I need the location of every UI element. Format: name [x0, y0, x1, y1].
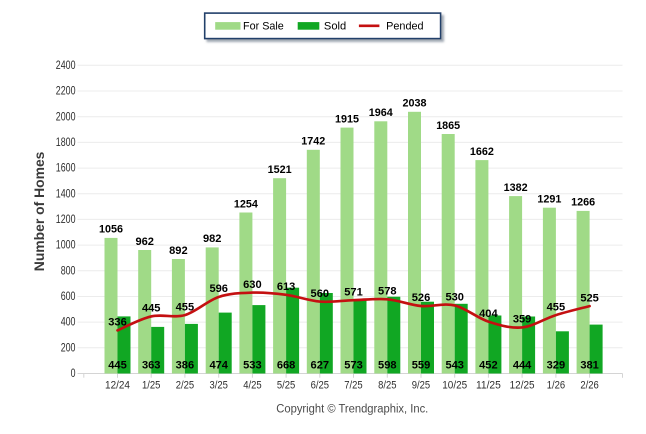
svg-text:543: 543 [445, 359, 464, 371]
svg-text:573: 573 [344, 359, 363, 371]
svg-text:1254: 1254 [234, 198, 259, 210]
svg-text:404: 404 [479, 308, 498, 320]
svg-text:1600: 1600 [56, 162, 76, 175]
svg-text:10/25: 10/25 [442, 380, 467, 392]
svg-text:445: 445 [142, 303, 161, 315]
svg-text:1662: 1662 [470, 146, 494, 158]
svg-text:1521: 1521 [268, 164, 292, 176]
svg-text:For Sale: For Sale [243, 21, 284, 33]
svg-text:474: 474 [209, 359, 228, 371]
svg-text:2400: 2400 [56, 59, 76, 72]
svg-text:578: 578 [378, 286, 397, 298]
svg-text:11/25: 11/25 [476, 380, 501, 392]
svg-text:444: 444 [513, 359, 532, 371]
svg-text:386: 386 [176, 359, 195, 371]
svg-text:630: 630 [243, 279, 262, 291]
svg-text:8/25: 8/25 [378, 380, 396, 392]
svg-text:Number of Homes: Number of Homes [32, 152, 47, 272]
svg-text:5/25: 5/25 [277, 380, 295, 392]
svg-text:571: 571 [344, 286, 363, 298]
svg-text:1800: 1800 [56, 136, 76, 149]
svg-text:Pended: Pended [386, 21, 424, 33]
svg-text:982: 982 [203, 233, 222, 245]
svg-text:445: 445 [108, 359, 127, 371]
svg-text:381: 381 [580, 359, 599, 371]
svg-text:668: 668 [277, 359, 296, 371]
svg-text:596: 596 [209, 283, 228, 295]
svg-text:12/25: 12/25 [510, 380, 535, 392]
svg-text:6/25: 6/25 [311, 380, 329, 392]
svg-text:560: 560 [311, 288, 330, 300]
svg-text:962: 962 [135, 236, 154, 248]
svg-text:3/25: 3/25 [210, 380, 228, 392]
svg-text:12/24: 12/24 [105, 380, 130, 392]
svg-text:452: 452 [479, 359, 498, 371]
svg-text:4/25: 4/25 [243, 380, 261, 392]
svg-text:1291: 1291 [537, 194, 561, 206]
svg-text:7/25: 7/25 [344, 380, 362, 392]
svg-text:1915: 1915 [335, 113, 359, 125]
svg-text:Copyright © Trendgraphix, Inc.: Copyright © Trendgraphix, Inc. [276, 403, 428, 415]
svg-text:559: 559 [412, 359, 431, 371]
svg-text:525: 525 [580, 292, 599, 304]
svg-text:1400: 1400 [56, 187, 76, 200]
svg-text:526: 526 [412, 292, 431, 304]
svg-text:1/26: 1/26 [547, 380, 565, 392]
svg-text:455: 455 [547, 301, 566, 313]
svg-text:2/26: 2/26 [580, 380, 598, 392]
svg-text:2200: 2200 [56, 85, 76, 98]
svg-text:Sold: Sold [324, 21, 346, 33]
svg-text:200: 200 [61, 341, 76, 354]
svg-text:1056: 1056 [99, 224, 123, 236]
svg-text:600: 600 [61, 290, 76, 303]
svg-text:598: 598 [378, 359, 397, 371]
svg-text:627: 627 [311, 359, 330, 371]
svg-text:2/25: 2/25 [176, 380, 194, 392]
svg-text:329: 329 [547, 359, 566, 371]
svg-text:2000: 2000 [56, 110, 76, 123]
svg-text:9/25: 9/25 [412, 380, 430, 392]
svg-text:1266: 1266 [571, 197, 595, 209]
svg-text:1865: 1865 [436, 120, 460, 132]
svg-text:1000: 1000 [56, 239, 76, 252]
svg-text:359: 359 [513, 314, 532, 326]
svg-text:336: 336 [108, 317, 127, 329]
svg-text:892: 892 [169, 245, 188, 257]
svg-text:1200: 1200 [56, 213, 76, 226]
svg-text:1964: 1964 [369, 107, 394, 119]
svg-text:455: 455 [176, 301, 195, 313]
svg-text:1382: 1382 [504, 182, 528, 194]
svg-text:1/25: 1/25 [142, 380, 160, 392]
svg-text:533: 533 [243, 359, 262, 371]
svg-text:0: 0 [71, 367, 76, 380]
svg-text:2038: 2038 [403, 98, 427, 110]
svg-text:363: 363 [142, 359, 161, 371]
svg-text:800: 800 [61, 264, 76, 277]
svg-text:400: 400 [61, 316, 76, 329]
svg-text:530: 530 [445, 292, 464, 304]
svg-text:1742: 1742 [301, 136, 325, 148]
svg-text:613: 613 [277, 281, 296, 293]
